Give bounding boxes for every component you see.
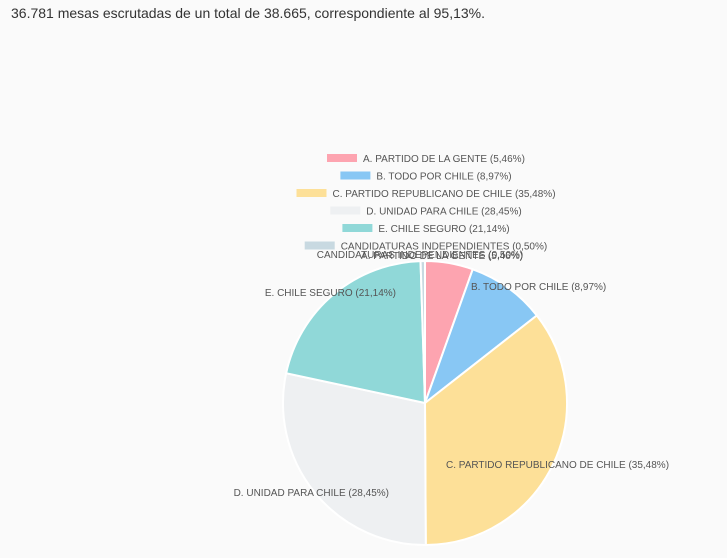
legend-swatch-4: [342, 224, 373, 232]
pie-slice-3[interactable]: [281, 372, 427, 547]
legend-label-0: A. PARTIDO DE LA GENTE (5,46%): [363, 154, 525, 165]
pie-slices: [281, 259, 568, 547]
legend-item-2[interactable]: C. PARTIDO REPUBLICANO DE CHILE (35,48%): [296, 189, 556, 200]
legend-label-3: D. UNIDAD PARA CHILE (28,45%): [366, 207, 521, 218]
chart-legend: A. PARTIDO DE LA GENTE (5,46%) B. TODO PO…: [296, 154, 556, 253]
pie-slice-1[interactable]: [422, 267, 539, 406]
legend-swatch-0: [327, 154, 357, 162]
pie-slice-4[interactable]: [284, 260, 427, 405]
legend-item-1[interactable]: B. TODO POR CHILE (8,97%): [340, 171, 512, 183]
slice-labels: A. PARTIDO DE LA GENTE (5,46%) B. TODO PO…: [234, 250, 669, 499]
legend-label-5: CANDIDATURAS INDEPENDIENTES (0,50%): [341, 242, 548, 253]
legend-label-4: E. CHILE SEGURO (21,14%): [378, 224, 509, 235]
legend-swatch-5: [304, 241, 335, 250]
pie-slice-5[interactable]: [419, 259, 426, 404]
slice-label-0: A. PARTIDO DE LA GENTE (5,46%): [361, 251, 523, 262]
pie-slice-2[interactable]: [423, 314, 568, 547]
slice-label-2: C. PARTIDO REPUBLICANO DE CHILE (35,48%): [446, 460, 669, 471]
slice-label-1: B. TODO POR CHILE (8,97%): [471, 282, 606, 293]
legend-swatch-1: [340, 171, 371, 180]
slice-label-4: E. CHILE SEGURO (21,14%): [265, 288, 396, 299]
legend-item-3[interactable]: D. UNIDAD PARA CHILE (28,45%): [330, 206, 522, 218]
slice-label-5: CANDIDATURAS INDEPENDIENTES (0,50%): [317, 250, 524, 261]
legend-label-1: B. TODO POR CHILE (8,97%): [376, 172, 511, 183]
legend-label-2: C. PARTIDO REPUBLICANO DE CHILE (35,48%): [333, 189, 556, 200]
legend-item-0[interactable]: A. PARTIDO DE LA GENTE (5,46%): [327, 154, 525, 165]
slice-label-3: D. UNIDAD PARA CHILE (28,45%): [234, 488, 389, 499]
legend-item-4[interactable]: E. CHILE SEGURO (21,14%): [342, 224, 510, 235]
scrutiny-summary: 36.781 mesas escrutadas de un total de 3…: [11, 5, 485, 21]
legend-item-5[interactable]: CANDIDATURAS INDEPENDIENTES (0,50%): [304, 241, 548, 253]
legend-swatch-2: [296, 189, 327, 197]
legend-swatch-3: [330, 206, 361, 215]
